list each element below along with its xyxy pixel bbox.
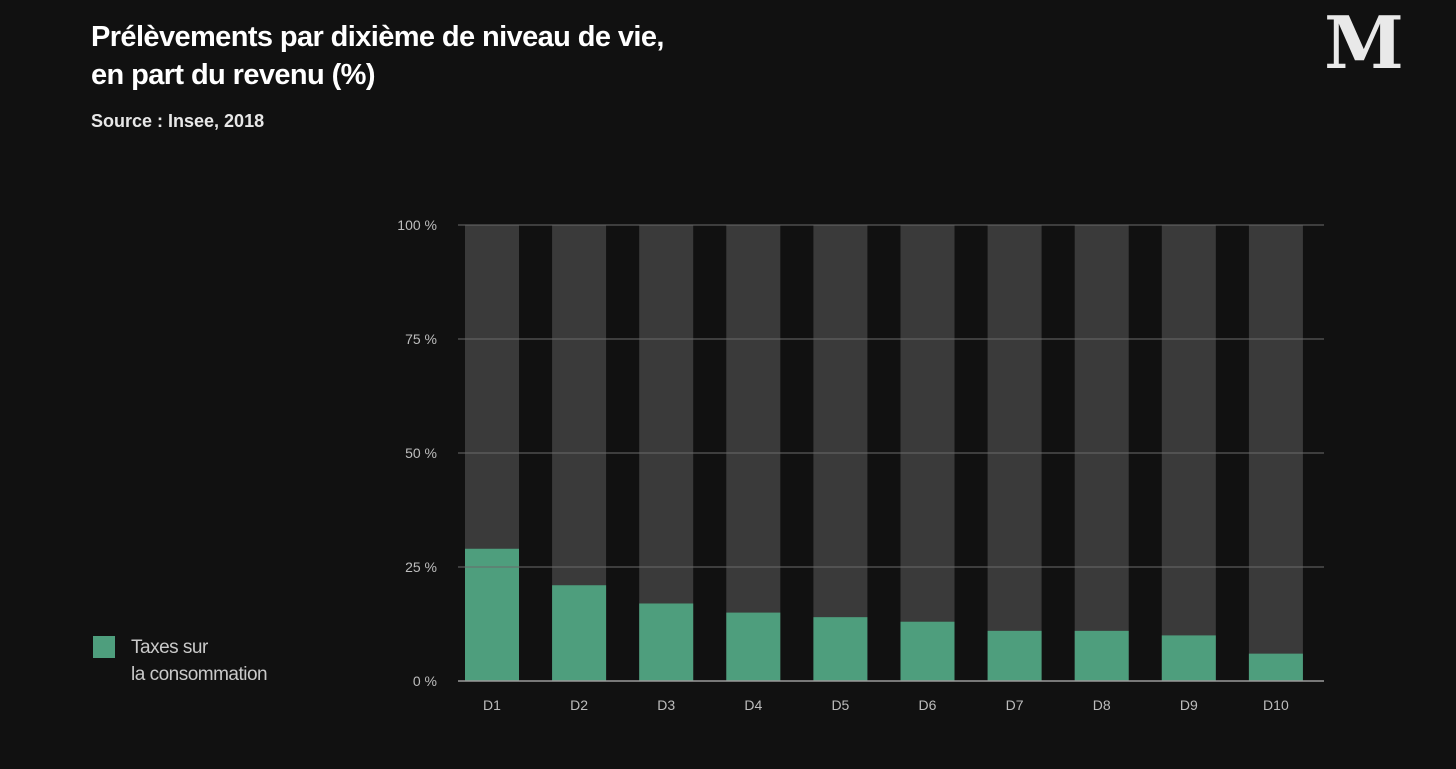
legend-label-line-1: Taxes sur [131,637,208,658]
legend-label-line-2: la consommation [131,664,268,685]
chart-title-line-1: Prélèvements par dixième de niveau de vi… [91,21,664,53]
chart-title-line-2: en part du revenu (%) [91,59,375,91]
bar-d3 [639,603,694,681]
x-tick-label: D2 [570,697,588,713]
chart-source: Source : Insee, 2018 [91,111,265,131]
bar-d2 [552,585,607,681]
logo-letter: M [1324,6,1404,78]
x-axis-labels: D1 D2 D3 D4 D5 D6 D7 D8 D9 D10 [483,697,1289,713]
x-tick-label: D9 [1180,697,1198,713]
legend: Taxes sur la consommation [93,634,321,688]
bar-d9 [1161,635,1216,681]
gridlines [458,224,1324,682]
le-monde-logo-icon: M [1322,0,1406,85]
bar-d1 [465,548,519,681]
y-tick-label: 0 % [413,673,437,689]
y-tick-label: 100 % [397,217,437,233]
x-tick-label: D6 [919,697,937,713]
bar-d6 [900,621,955,681]
y-axis-labels: 0 % 25 % 50 % 75 % 100 % [397,217,437,689]
value-bars [465,548,1303,681]
x-tick-label: D10 [1263,697,1289,713]
x-tick-label: D4 [744,697,762,713]
x-tick-label: D7 [1006,697,1024,713]
bar-d10 [1248,653,1303,681]
bar-d7 [987,630,1042,681]
y-tick-label: 50 % [405,445,437,461]
y-tick-label: 25 % [405,559,437,575]
bar-d8 [1074,630,1129,681]
legend-swatch [93,636,115,658]
legend-label: Taxes sur la consommation [131,634,321,688]
x-tick-label: D5 [831,697,849,713]
bar-d4 [726,612,781,681]
x-tick-label: D3 [657,697,675,713]
x-tick-label: D1 [483,697,501,713]
y-tick-label: 75 % [405,331,437,347]
chart-title: Prélèvements par dixième de niveau de vi… [91,18,664,94]
x-tick-label: D8 [1093,697,1111,713]
bar-d5 [813,617,868,681]
